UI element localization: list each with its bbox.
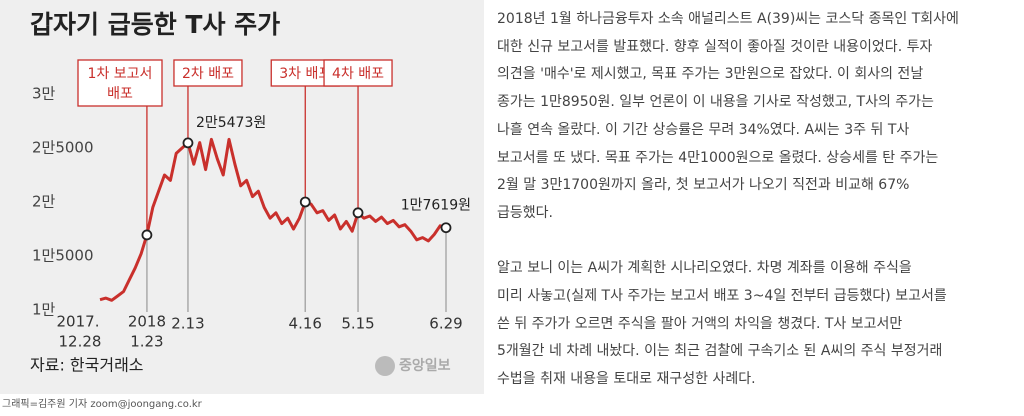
- annotation-text: 1차 보고서: [88, 66, 153, 82]
- chart: 갑자기 급등한 T사 주가 자료: 한국거래소 중앙일보 1만 1만5000 2만 2…: [0, 0, 484, 394]
- article-line: 2월 말 3만1700원까지 올라, 첫 보고서가 나오기 직전과 비교해 67…: [497, 177, 910, 194]
- article-line: 종가는 1만8950원. 일부 언론이 이 내용을 기사로 작성했고, T사의 …: [497, 94, 934, 111]
- article-line: 수법을 취재 내용을 토대로 재구성한 사례다.: [497, 371, 756, 388]
- article-line: 보고서를 또 냈다. 목표 주가는 4만1000원으로 올렸다. 상승세를 탄 …: [497, 149, 939, 166]
- article-line: 알고 보니 이는 A씨가 계획한 시나리오였다. 차명 계좌를 이용해 주식을: [497, 260, 912, 277]
- annotation-text: 3차 배포: [279, 66, 331, 82]
- y-tick-label: 2만: [32, 193, 56, 211]
- annotation-text: 2차 배포: [182, 66, 234, 82]
- article-line: 급등했다.: [497, 204, 553, 221]
- chart-title: 갑자기 급등한 T사 주가: [30, 10, 280, 39]
- x-tick-label: 6.29: [429, 315, 462, 333]
- annotation-text: 4차 배포: [332, 66, 384, 82]
- value-label: 1만7619원: [401, 198, 471, 214]
- price-marker: [299, 196, 311, 208]
- annotation-box: [323, 59, 393, 87]
- x-year-label: 2018: [128, 313, 166, 331]
- y-tick-label: 1만5000: [32, 247, 94, 265]
- article-line: 쓴 뒤 주가가 오르면 주식을 팔아 거액의 차익을 챙겼다. T사 보고서만: [497, 315, 903, 332]
- x-tick-label: 2.13: [171, 315, 204, 333]
- price-marker: [440, 222, 452, 234]
- source: 자료: 한국거래소: [30, 356, 144, 375]
- price-marker: [182, 137, 194, 149]
- logo-icon: [375, 356, 395, 376]
- annotation-box: [77, 59, 163, 107]
- annotation-box: [173, 59, 243, 87]
- x-tick-label: 4.16: [289, 315, 322, 333]
- x-tick-label: 5.15: [341, 315, 374, 333]
- credit: 그래픽=김주원 기자 zoom@joongang.co.kr: [2, 399, 202, 410]
- article-line: 대한 신규 보고서를 발표했다. 향후 실적이 좋아질 것이란 내용이었다. 투…: [497, 38, 933, 55]
- y-tick-label: 1만: [32, 301, 56, 319]
- article-line: 5개월간 네 차례 내놨다. 이는 최근 검찰에 구속기소 된 A씨의 주식 부…: [497, 343, 943, 360]
- article-line: 의견을 '매수'로 제시했고, 목표 주가는 3만원으로 잡았다. 이 회사의 …: [497, 66, 924, 83]
- y-tick-label: 2만5000: [32, 139, 94, 157]
- article-line: 미리 사놓고(실제 T사 주가는 보고서 배포 3~4일 전부터 급등했다) 보…: [497, 288, 947, 304]
- price-marker: [141, 229, 153, 241]
- price-marker: [352, 207, 364, 219]
- value-label: 2만5473원: [196, 115, 266, 131]
- x-tick-label: 1.23: [130, 333, 163, 351]
- x-year-label: 2017.: [57, 313, 100, 331]
- x-tick-label: 12.28: [59, 333, 102, 351]
- logo: 중앙일보: [399, 357, 451, 374]
- y-tick-label: 3만: [32, 85, 56, 103]
- price-line: [99, 137, 447, 302]
- annotation-text: 배포: [107, 86, 133, 102]
- article-line: 2018년 1월 하나금융투자 소속 애널리스트 A(39)씨는 코스닥 종목인…: [497, 11, 959, 27]
- article-line: 나흘 연속 올랐다. 이 기간 상승률은 무려 34%였다. A씨는 3주 뒤 …: [497, 121, 910, 138]
